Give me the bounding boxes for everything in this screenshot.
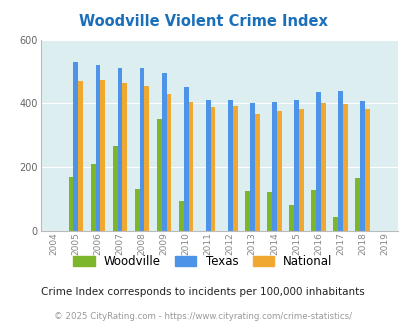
Bar (293, 100, 298, 231)
Bar (266, 192, 271, 231)
Bar (188, 102, 193, 231)
Bar (166, 94, 171, 231)
Bar (359, 101, 364, 231)
Bar (117, 68, 122, 231)
Bar (144, 86, 149, 231)
Bar (139, 68, 144, 231)
Text: Crime Index corresponds to incidents per 100,000 inhabitants: Crime Index corresponds to incidents per… (41, 287, 364, 297)
Bar (342, 104, 347, 231)
Bar (254, 114, 259, 231)
Bar (210, 107, 215, 231)
Bar (333, 216, 337, 231)
Bar (298, 110, 303, 231)
Bar (95, 65, 100, 231)
Bar (156, 119, 161, 231)
Bar (68, 177, 73, 231)
Bar (354, 178, 359, 231)
Bar (183, 87, 188, 231)
Legend: Woodville, Texas, National: Woodville, Texas, National (73, 255, 332, 268)
Bar (113, 147, 117, 231)
Bar (271, 102, 276, 231)
Bar (311, 190, 315, 231)
Text: Woodville Violent Crime Index: Woodville Violent Crime Index (79, 14, 326, 29)
Bar (90, 164, 95, 231)
Bar (337, 91, 342, 231)
Bar (227, 100, 232, 231)
Bar (134, 189, 139, 231)
Bar (232, 106, 237, 231)
Bar (320, 103, 325, 231)
Bar (205, 100, 210, 231)
Bar (78, 81, 83, 231)
Bar (179, 201, 183, 231)
Bar (100, 81, 105, 231)
Bar (161, 73, 166, 231)
Bar (276, 111, 281, 231)
Bar (315, 92, 320, 231)
Text: © 2025 CityRating.com - https://www.cityrating.com/crime-statistics/: © 2025 CityRating.com - https://www.city… (54, 312, 351, 321)
Bar (364, 109, 369, 231)
Bar (249, 103, 254, 231)
Bar (73, 62, 78, 231)
Bar (245, 191, 249, 231)
Bar (288, 205, 293, 231)
Bar (122, 82, 127, 231)
